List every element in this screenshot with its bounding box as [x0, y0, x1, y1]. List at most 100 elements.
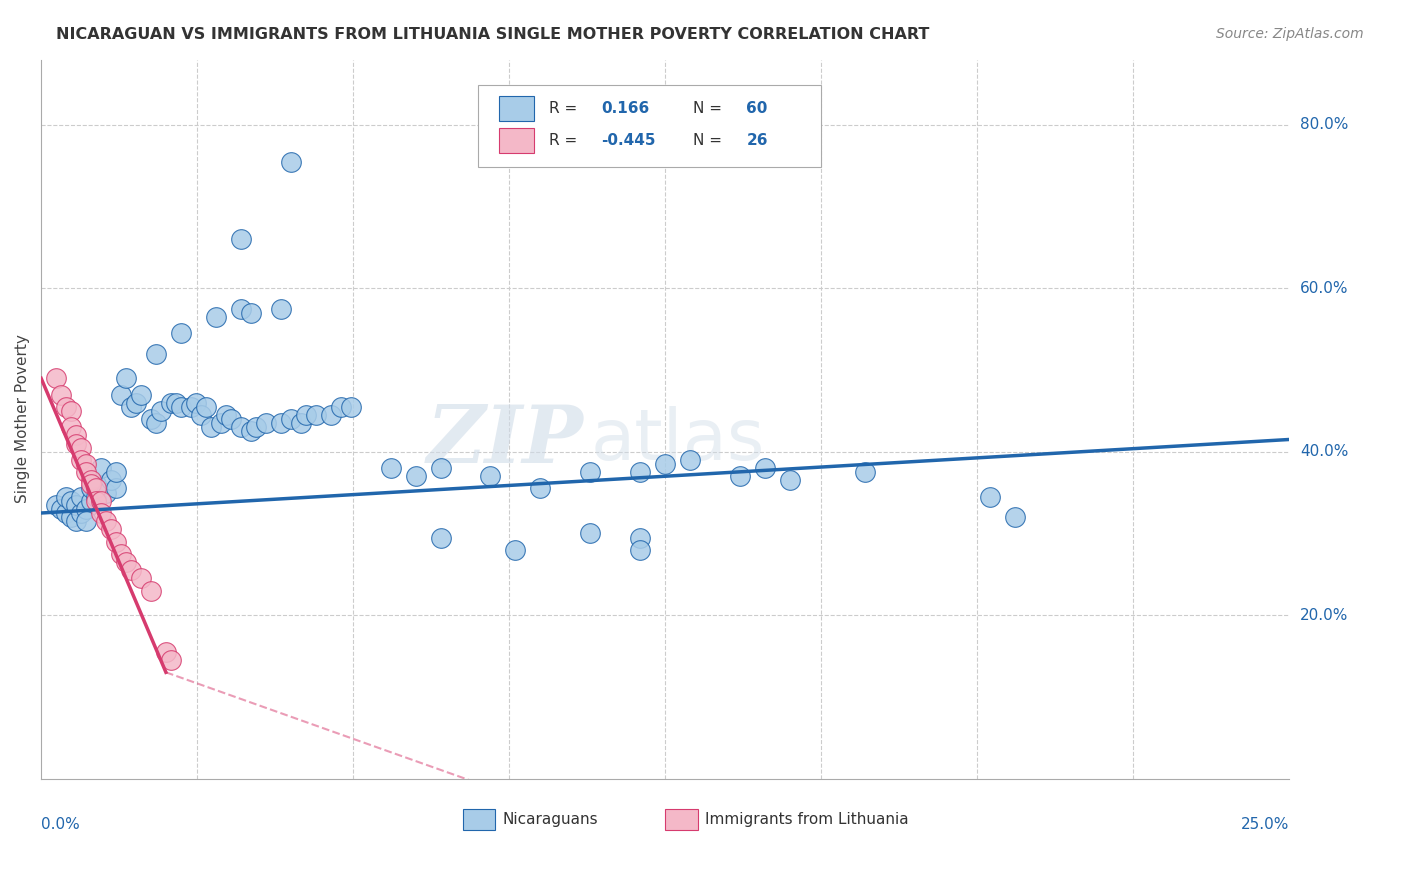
Point [110, 547, 132, 561]
Text: R =: R = [550, 101, 578, 116]
Point [170, 326, 193, 341]
Point [429, 531, 451, 545]
Point [70, 453, 93, 467]
Point [84, 477, 107, 491]
Point [84, 482, 107, 496]
Point [380, 461, 402, 475]
Text: N =: N = [693, 101, 721, 116]
Point [429, 461, 451, 475]
Point [229, 232, 252, 246]
Point [100, 522, 122, 536]
Point [49, 387, 72, 401]
Point [60, 420, 83, 434]
Point [145, 347, 167, 361]
Text: R =: R = [550, 133, 578, 148]
Point [60, 493, 83, 508]
Point [160, 395, 183, 409]
Text: 60: 60 [747, 101, 768, 116]
Y-axis label: Single Mother Poverty: Single Mother Poverty [15, 334, 30, 503]
Point [579, 465, 602, 479]
Point [55, 490, 77, 504]
Text: 0.0%: 0.0% [41, 817, 80, 832]
Text: Nicaraguans: Nicaraguans [503, 812, 599, 827]
Point [145, 416, 167, 430]
Text: -0.445: -0.445 [602, 133, 657, 148]
Point [215, 408, 238, 422]
Point [239, 425, 262, 439]
Point [329, 400, 352, 414]
Text: 80.0%: 80.0% [1301, 118, 1348, 132]
Point [125, 395, 148, 409]
Point [979, 490, 1001, 504]
Text: Immigrants from Lithuania: Immigrants from Lithuania [704, 812, 908, 827]
Point [100, 473, 122, 487]
Point [160, 653, 183, 667]
Point [94, 514, 117, 528]
Point [219, 412, 242, 426]
Point [110, 387, 132, 401]
Point [90, 461, 112, 475]
Point [84, 493, 107, 508]
Point [405, 469, 427, 483]
Point [180, 400, 202, 414]
Point [254, 416, 277, 430]
Text: 60.0%: 60.0% [1301, 281, 1348, 296]
Point [139, 412, 162, 426]
Point [45, 498, 67, 512]
Point [60, 404, 83, 418]
Point [245, 420, 267, 434]
Point [1004, 510, 1026, 524]
Text: atlas: atlas [591, 406, 765, 475]
Point [65, 498, 87, 512]
Point [184, 395, 207, 409]
Point [139, 583, 162, 598]
Point [49, 502, 72, 516]
Point [529, 482, 551, 496]
Point [115, 555, 138, 569]
Point [80, 493, 103, 508]
Text: 40.0%: 40.0% [1301, 444, 1348, 459]
Point [339, 400, 361, 414]
Point [120, 563, 142, 577]
Point [319, 408, 342, 422]
Point [90, 506, 112, 520]
Point [679, 453, 702, 467]
Text: 26: 26 [747, 133, 768, 148]
Point [105, 482, 128, 496]
FancyBboxPatch shape [665, 809, 697, 830]
Point [129, 387, 152, 401]
Text: N =: N = [693, 133, 721, 148]
Text: Source: ZipAtlas.com: Source: ZipAtlas.com [1216, 27, 1364, 41]
Point [209, 416, 232, 430]
Point [190, 408, 212, 422]
Text: 0.166: 0.166 [602, 101, 650, 116]
Point [65, 428, 87, 442]
Point [75, 514, 97, 528]
Point [294, 408, 316, 422]
Point [105, 465, 128, 479]
Point [90, 493, 112, 508]
FancyBboxPatch shape [499, 95, 534, 120]
Point [754, 461, 776, 475]
Point [115, 371, 138, 385]
FancyBboxPatch shape [463, 809, 495, 830]
Point [728, 469, 751, 483]
Point [479, 469, 502, 483]
Point [155, 645, 177, 659]
Point [628, 465, 651, 479]
Point [120, 400, 142, 414]
Point [149, 404, 172, 418]
Point [55, 400, 77, 414]
Point [80, 477, 103, 491]
Text: NICARAGUAN VS IMMIGRANTS FROM LITHUANIA SINGLE MOTHER POVERTY CORRELATION CHART: NICARAGUAN VS IMMIGRANTS FROM LITHUANIA … [56, 27, 929, 42]
Text: 20.0%: 20.0% [1301, 607, 1348, 623]
Point [505, 542, 527, 557]
Point [194, 400, 217, 414]
Point [270, 301, 292, 316]
Point [270, 416, 292, 430]
Point [165, 395, 187, 409]
FancyBboxPatch shape [499, 128, 534, 153]
Point [75, 502, 97, 516]
Point [80, 473, 103, 487]
Point [229, 420, 252, 434]
